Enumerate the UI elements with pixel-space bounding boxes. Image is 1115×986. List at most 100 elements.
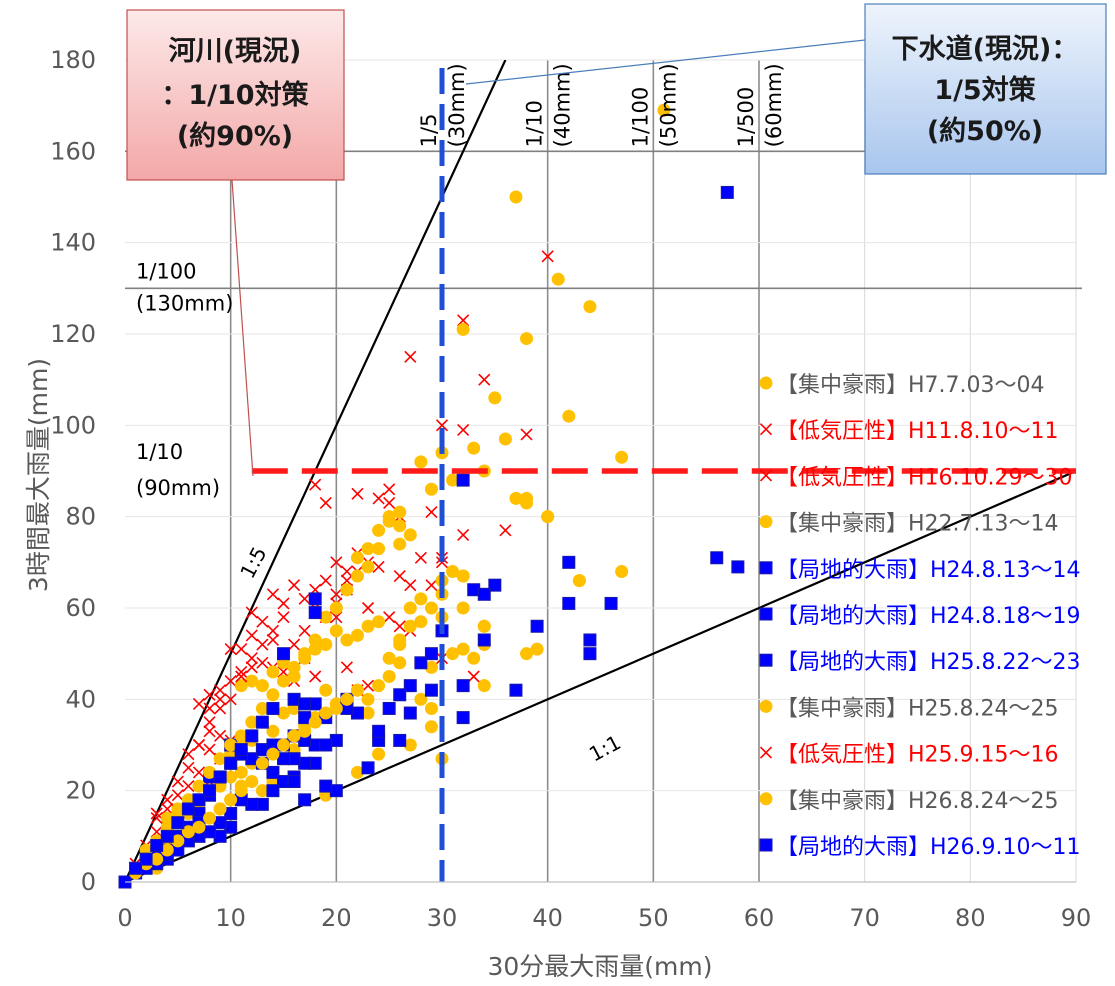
data-point-circle bbox=[456, 322, 470, 336]
data-point-circle bbox=[424, 601, 438, 615]
data-point-circle bbox=[361, 706, 375, 720]
y-tick-label: 100 bbox=[50, 411, 96, 439]
data-point-x bbox=[340, 574, 353, 587]
data-point-square bbox=[562, 596, 576, 610]
data-point-circle bbox=[266, 688, 280, 702]
data-point-x bbox=[298, 592, 311, 605]
data-point-circle bbox=[192, 779, 206, 793]
data-point-circle bbox=[541, 510, 555, 524]
data-point-circle bbox=[477, 679, 491, 693]
data-point-square bbox=[287, 775, 301, 789]
data-point-x bbox=[235, 670, 248, 683]
data-point-x bbox=[425, 506, 438, 519]
data-point-circle bbox=[203, 765, 217, 779]
data-point-square bbox=[319, 779, 333, 793]
y-tick-label: 60 bbox=[65, 594, 96, 622]
data-point-circle bbox=[340, 633, 354, 647]
data-point-x bbox=[277, 611, 290, 624]
data-point-circle bbox=[340, 692, 354, 706]
data-point-x bbox=[759, 746, 773, 759]
legend-label: 【集中豪雨】H25.8.24〜25 bbox=[776, 696, 1059, 721]
data-point-circle bbox=[361, 560, 375, 574]
data-point-x bbox=[182, 780, 195, 793]
data-point-square bbox=[181, 802, 195, 816]
data-point-square bbox=[720, 185, 734, 199]
data-point-x bbox=[467, 670, 480, 683]
y-tick-label: 40 bbox=[65, 685, 96, 713]
data-point-circle bbox=[319, 638, 333, 652]
data-point-x bbox=[245, 629, 258, 642]
data-point-square bbox=[530, 619, 544, 633]
data-point-circle bbox=[615, 564, 629, 578]
data-point-x bbox=[150, 825, 163, 838]
x-tick-label: 10 bbox=[215, 904, 246, 932]
data-point-circle bbox=[224, 738, 238, 752]
series-10 bbox=[129, 592, 322, 875]
data-point-square bbox=[759, 838, 773, 852]
data-point-x bbox=[520, 428, 533, 441]
ref-label-y130-a: 1/100 bbox=[136, 259, 197, 283]
data-point-circle bbox=[530, 642, 544, 656]
data-point-circle bbox=[319, 610, 333, 624]
data-point-circle bbox=[657, 103, 671, 117]
data-point-x bbox=[224, 693, 237, 706]
data-point-square bbox=[255, 715, 269, 729]
data-point-circle bbox=[403, 528, 417, 542]
data-point-circle bbox=[255, 679, 269, 693]
data-point-square bbox=[414, 656, 428, 670]
data-point-circle bbox=[403, 619, 417, 633]
data-point-circle bbox=[266, 724, 280, 738]
data-point-x bbox=[759, 423, 773, 436]
ref-label-x60-b: (60mm) bbox=[762, 63, 786, 147]
data-point-square bbox=[477, 587, 491, 601]
data-point-circle bbox=[477, 619, 491, 633]
data-point-circle bbox=[329, 701, 343, 715]
data-point-square bbox=[213, 770, 227, 784]
x-tick-label: 70 bbox=[849, 904, 880, 932]
data-point-circle bbox=[181, 825, 195, 839]
data-point-circle bbox=[234, 729, 248, 743]
data-point-square bbox=[731, 560, 745, 574]
data-point-circle bbox=[372, 542, 386, 556]
data-point-circle bbox=[498, 432, 512, 446]
legend-label: 【集中豪雨】H7.7.03〜04 bbox=[776, 373, 1045, 398]
x-tick-label: 50 bbox=[638, 904, 669, 932]
data-point-circle bbox=[562, 409, 576, 423]
legend-label: 【局地的大雨】H25.8.22〜23 bbox=[776, 650, 1081, 675]
data-point-circle bbox=[277, 674, 290, 688]
x-tick-label: 80 bbox=[955, 904, 986, 932]
river-callout-pointer bbox=[231, 179, 254, 477]
legend: 【集中豪雨】H7.7.03〜04 【低気圧性】H11.8.10〜11 【低気圧性】H… bbox=[759, 373, 1081, 860]
data-point-x bbox=[309, 670, 322, 683]
data-point-x bbox=[541, 250, 554, 263]
data-point-square bbox=[488, 578, 502, 592]
data-point-x bbox=[214, 693, 227, 706]
ref-label-x60-a: 1/500 bbox=[734, 87, 758, 148]
series-1 bbox=[404, 250, 554, 441]
sewer-callout-pointer bbox=[465, 39, 866, 85]
data-point-x bbox=[150, 812, 163, 825]
legend-entry: 【集中豪雨】H26.8.24〜25 bbox=[759, 789, 1059, 814]
data-point-circle bbox=[287, 729, 301, 743]
data-point-circle bbox=[277, 706, 290, 720]
data-point-circle bbox=[213, 752, 227, 766]
data-point-x bbox=[499, 524, 512, 537]
data-point-circle bbox=[414, 592, 428, 606]
data-point-x bbox=[330, 588, 343, 601]
data-point-circle bbox=[298, 724, 312, 738]
series-0 bbox=[509, 103, 671, 423]
legend-label: 【局地的大雨】H24.8.13〜14 bbox=[776, 558, 1081, 583]
data-point-x bbox=[361, 601, 375, 615]
data-point-circle bbox=[266, 747, 280, 761]
sewer-callout-line3: (約50%) bbox=[927, 115, 1043, 147]
data-point-square bbox=[509, 683, 523, 697]
data-point-x bbox=[256, 638, 269, 651]
data-point-square bbox=[583, 633, 597, 647]
legend-label: 【集中豪雨】H26.8.24〜25 bbox=[776, 789, 1059, 814]
data-point-circle bbox=[160, 811, 174, 825]
y-tick-label: 80 bbox=[65, 503, 96, 531]
ref-label-x30-b: (30mm) bbox=[445, 63, 469, 147]
data-point-x bbox=[457, 314, 470, 327]
y-tick-label: 0 bbox=[81, 868, 96, 896]
